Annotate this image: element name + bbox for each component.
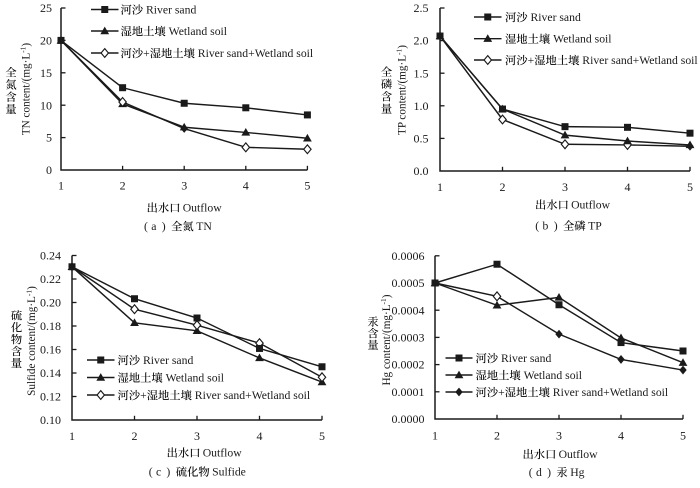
svg-text:): )	[547, 466, 551, 479]
svg-text:0.16: 0.16	[40, 343, 61, 357]
svg-text:): )	[162, 220, 166, 233]
svg-text:5: 5	[319, 429, 325, 443]
svg-text:0.18: 0.18	[40, 319, 61, 333]
svg-text:0.22: 0.22	[40, 272, 61, 286]
svg-text:TP: TP	[588, 220, 602, 233]
svg-text:4: 4	[625, 180, 631, 194]
svg-text:Wetland soil: Wetland soil	[169, 25, 228, 38]
svg-text:1: 1	[437, 180, 443, 194]
svg-text:5: 5	[304, 179, 310, 193]
svg-text:5: 5	[687, 180, 693, 194]
svg-text:+: +	[140, 389, 147, 402]
svg-text:10: 10	[40, 98, 52, 112]
svg-text:1.0: 1.0	[414, 99, 429, 113]
svg-text:2: 2	[494, 429, 500, 443]
svg-text:0.0002: 0.0002	[392, 358, 425, 372]
svg-text:Wetland soil: Wetland soil	[166, 372, 225, 385]
svg-text:5: 5	[680, 429, 686, 443]
svg-text:Outflow: Outflow	[183, 202, 223, 215]
svg-text:+: +	[498, 386, 505, 399]
svg-text:0: 0	[46, 163, 52, 177]
svg-text:0.12: 0.12	[40, 390, 61, 404]
svg-text:3: 3	[556, 429, 562, 443]
svg-text:(: (	[529, 466, 533, 479]
svg-text:River sand: River sand	[146, 4, 196, 17]
svg-text:Hg content/(mg·L-1): Hg content/(mg·L-1)	[379, 294, 393, 385]
svg-text:0.5: 0.5	[414, 132, 429, 146]
svg-text:20: 20	[40, 34, 52, 48]
svg-text:d: d	[536, 466, 542, 479]
svg-text:0.0: 0.0	[414, 164, 429, 178]
svg-text:1: 1	[58, 179, 64, 193]
svg-text:0.0004: 0.0004	[392, 303, 425, 317]
svg-text:TN: TN	[196, 220, 212, 233]
svg-text:3: 3	[181, 179, 187, 193]
svg-text:3: 3	[194, 429, 200, 443]
svg-text:Hg: Hg	[570, 466, 584, 479]
svg-text:): )	[554, 220, 558, 233]
svg-text:2: 2	[500, 180, 506, 194]
svg-text:0.0005: 0.0005	[392, 276, 425, 290]
svg-text:2: 2	[120, 179, 126, 193]
svg-text:0.10: 0.10	[40, 413, 61, 427]
svg-text:0.0003: 0.0003	[392, 331, 425, 345]
svg-text:Outflow: Outflow	[571, 199, 611, 212]
svg-text:(: (	[149, 466, 153, 479]
svg-text:a: a	[151, 220, 157, 233]
svg-text:Wetland soil: Wetland soil	[553, 33, 612, 46]
svg-text:TN content/(mg·L-1): TN content/(mg·L-1)	[19, 43, 33, 136]
svg-text:River sand+Wetland soil: River sand+Wetland soil	[198, 47, 314, 60]
svg-text:River sand: River sand	[143, 354, 193, 367]
svg-text:2.5: 2.5	[414, 1, 429, 15]
svg-text:): )	[166, 466, 170, 479]
svg-text:c: c	[156, 466, 161, 479]
svg-text:River sand: River sand	[531, 11, 581, 24]
svg-text:River sand: River sand	[501, 352, 551, 365]
svg-text:(: (	[144, 220, 148, 233]
svg-text:(: (	[535, 220, 539, 233]
svg-text:Sulfide: Sulfide	[212, 466, 246, 479]
svg-text:Outflow: Outflow	[559, 448, 599, 461]
svg-text:15: 15	[40, 66, 52, 80]
svg-text:1: 1	[69, 429, 75, 443]
svg-text:4: 4	[618, 429, 624, 443]
svg-text:River sand+Wetland soil: River sand+Wetland soil	[582, 54, 698, 67]
svg-text:2: 2	[132, 429, 138, 443]
svg-text:TP content/(mg·L-1): TP content/(mg·L-1)	[395, 45, 409, 135]
svg-text:b: b	[543, 220, 549, 233]
svg-text:0.14: 0.14	[40, 366, 61, 380]
svg-text:1.5: 1.5	[414, 66, 429, 80]
svg-text:3: 3	[562, 180, 568, 194]
svg-text:Outflow: Outflow	[203, 447, 243, 460]
svg-text:0.0001: 0.0001	[392, 385, 425, 399]
svg-text:2.0: 2.0	[414, 34, 429, 48]
svg-text:Sulfide content/(mg·L-1): Sulfide content/(mg·L-1)	[25, 286, 39, 396]
svg-text:0.0006: 0.0006	[392, 249, 425, 263]
svg-text:+: +	[143, 47, 150, 60]
svg-text:River sand+Wetland soil: River sand+Wetland soil	[195, 389, 311, 402]
svg-text:0.0000: 0.0000	[392, 412, 425, 426]
svg-text:0.24: 0.24	[40, 249, 61, 263]
svg-text:Wetland soil: Wetland soil	[524, 369, 583, 382]
svg-text:0.20: 0.20	[40, 296, 61, 310]
svg-text:River sand+Wetland soil: River sand+Wetland soil	[553, 386, 669, 399]
svg-text:1: 1	[432, 429, 438, 443]
svg-text:+: +	[528, 54, 535, 67]
svg-text:4: 4	[257, 429, 263, 443]
svg-text:4: 4	[243, 179, 249, 193]
svg-text:25: 25	[40, 1, 52, 15]
svg-text:5: 5	[46, 131, 52, 145]
